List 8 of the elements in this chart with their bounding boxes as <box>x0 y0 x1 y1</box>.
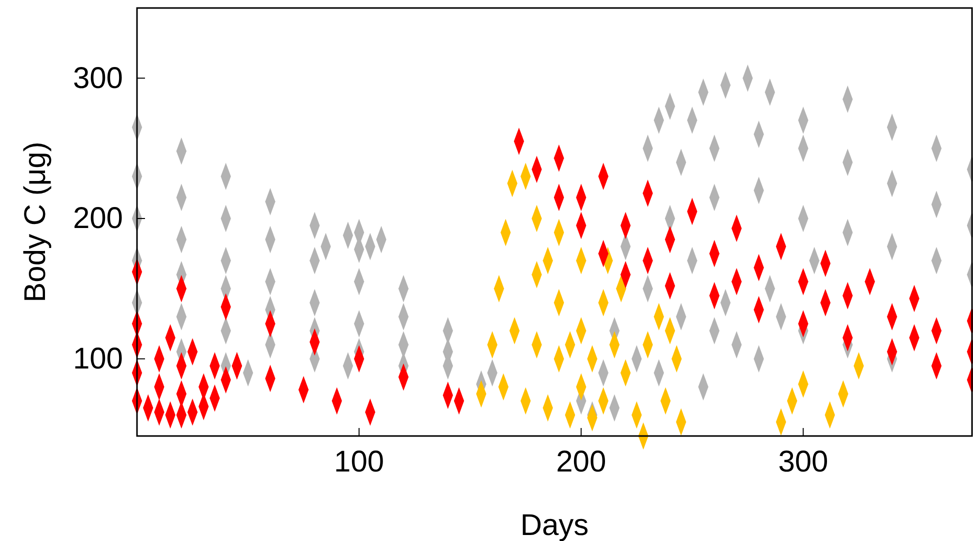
y-axis-title: Body C (μg) <box>19 142 52 302</box>
x-tick-label: 200 <box>556 445 606 478</box>
y-tick-label: 300 <box>72 62 123 95</box>
x-tick-label: 300 <box>778 445 828 478</box>
y-tick-label: 100 <box>72 342 123 376</box>
x-tick-label: 100 <box>334 445 384 478</box>
x-axis-title: Days <box>520 509 589 541</box>
y-tick-label: 200 <box>72 202 123 236</box>
